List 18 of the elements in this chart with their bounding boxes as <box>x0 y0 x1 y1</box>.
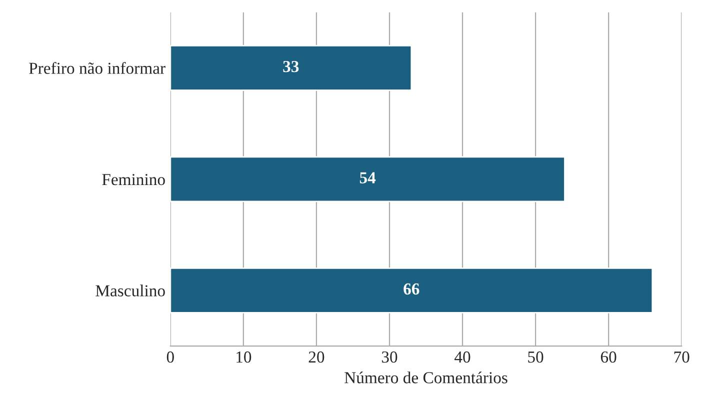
y-tick-label: Prefiro não informar <box>29 62 166 74</box>
x-tick-label: 40 <box>454 351 470 363</box>
x-axis-title: Número de Comentários <box>344 372 508 384</box>
x-tick-label: 60 <box>600 351 616 363</box>
x-tick-label: 70 <box>674 351 690 363</box>
y-tick-label: Masculino <box>96 284 165 296</box>
data-label: 33 <box>283 60 299 72</box>
x-tick-label: 0 <box>166 351 174 363</box>
x-tick-label: 30 <box>382 351 398 363</box>
bar <box>170 156 566 202</box>
bar <box>170 268 654 314</box>
y-tick-label: Feminino <box>102 174 165 186</box>
data-label: 54 <box>360 172 376 184</box>
x-tick-label: 50 <box>528 351 544 363</box>
bar <box>170 45 412 91</box>
x-tick-label: 10 <box>236 351 252 363</box>
x-tick-label: 20 <box>308 351 324 363</box>
data-label: 66 <box>404 283 420 295</box>
